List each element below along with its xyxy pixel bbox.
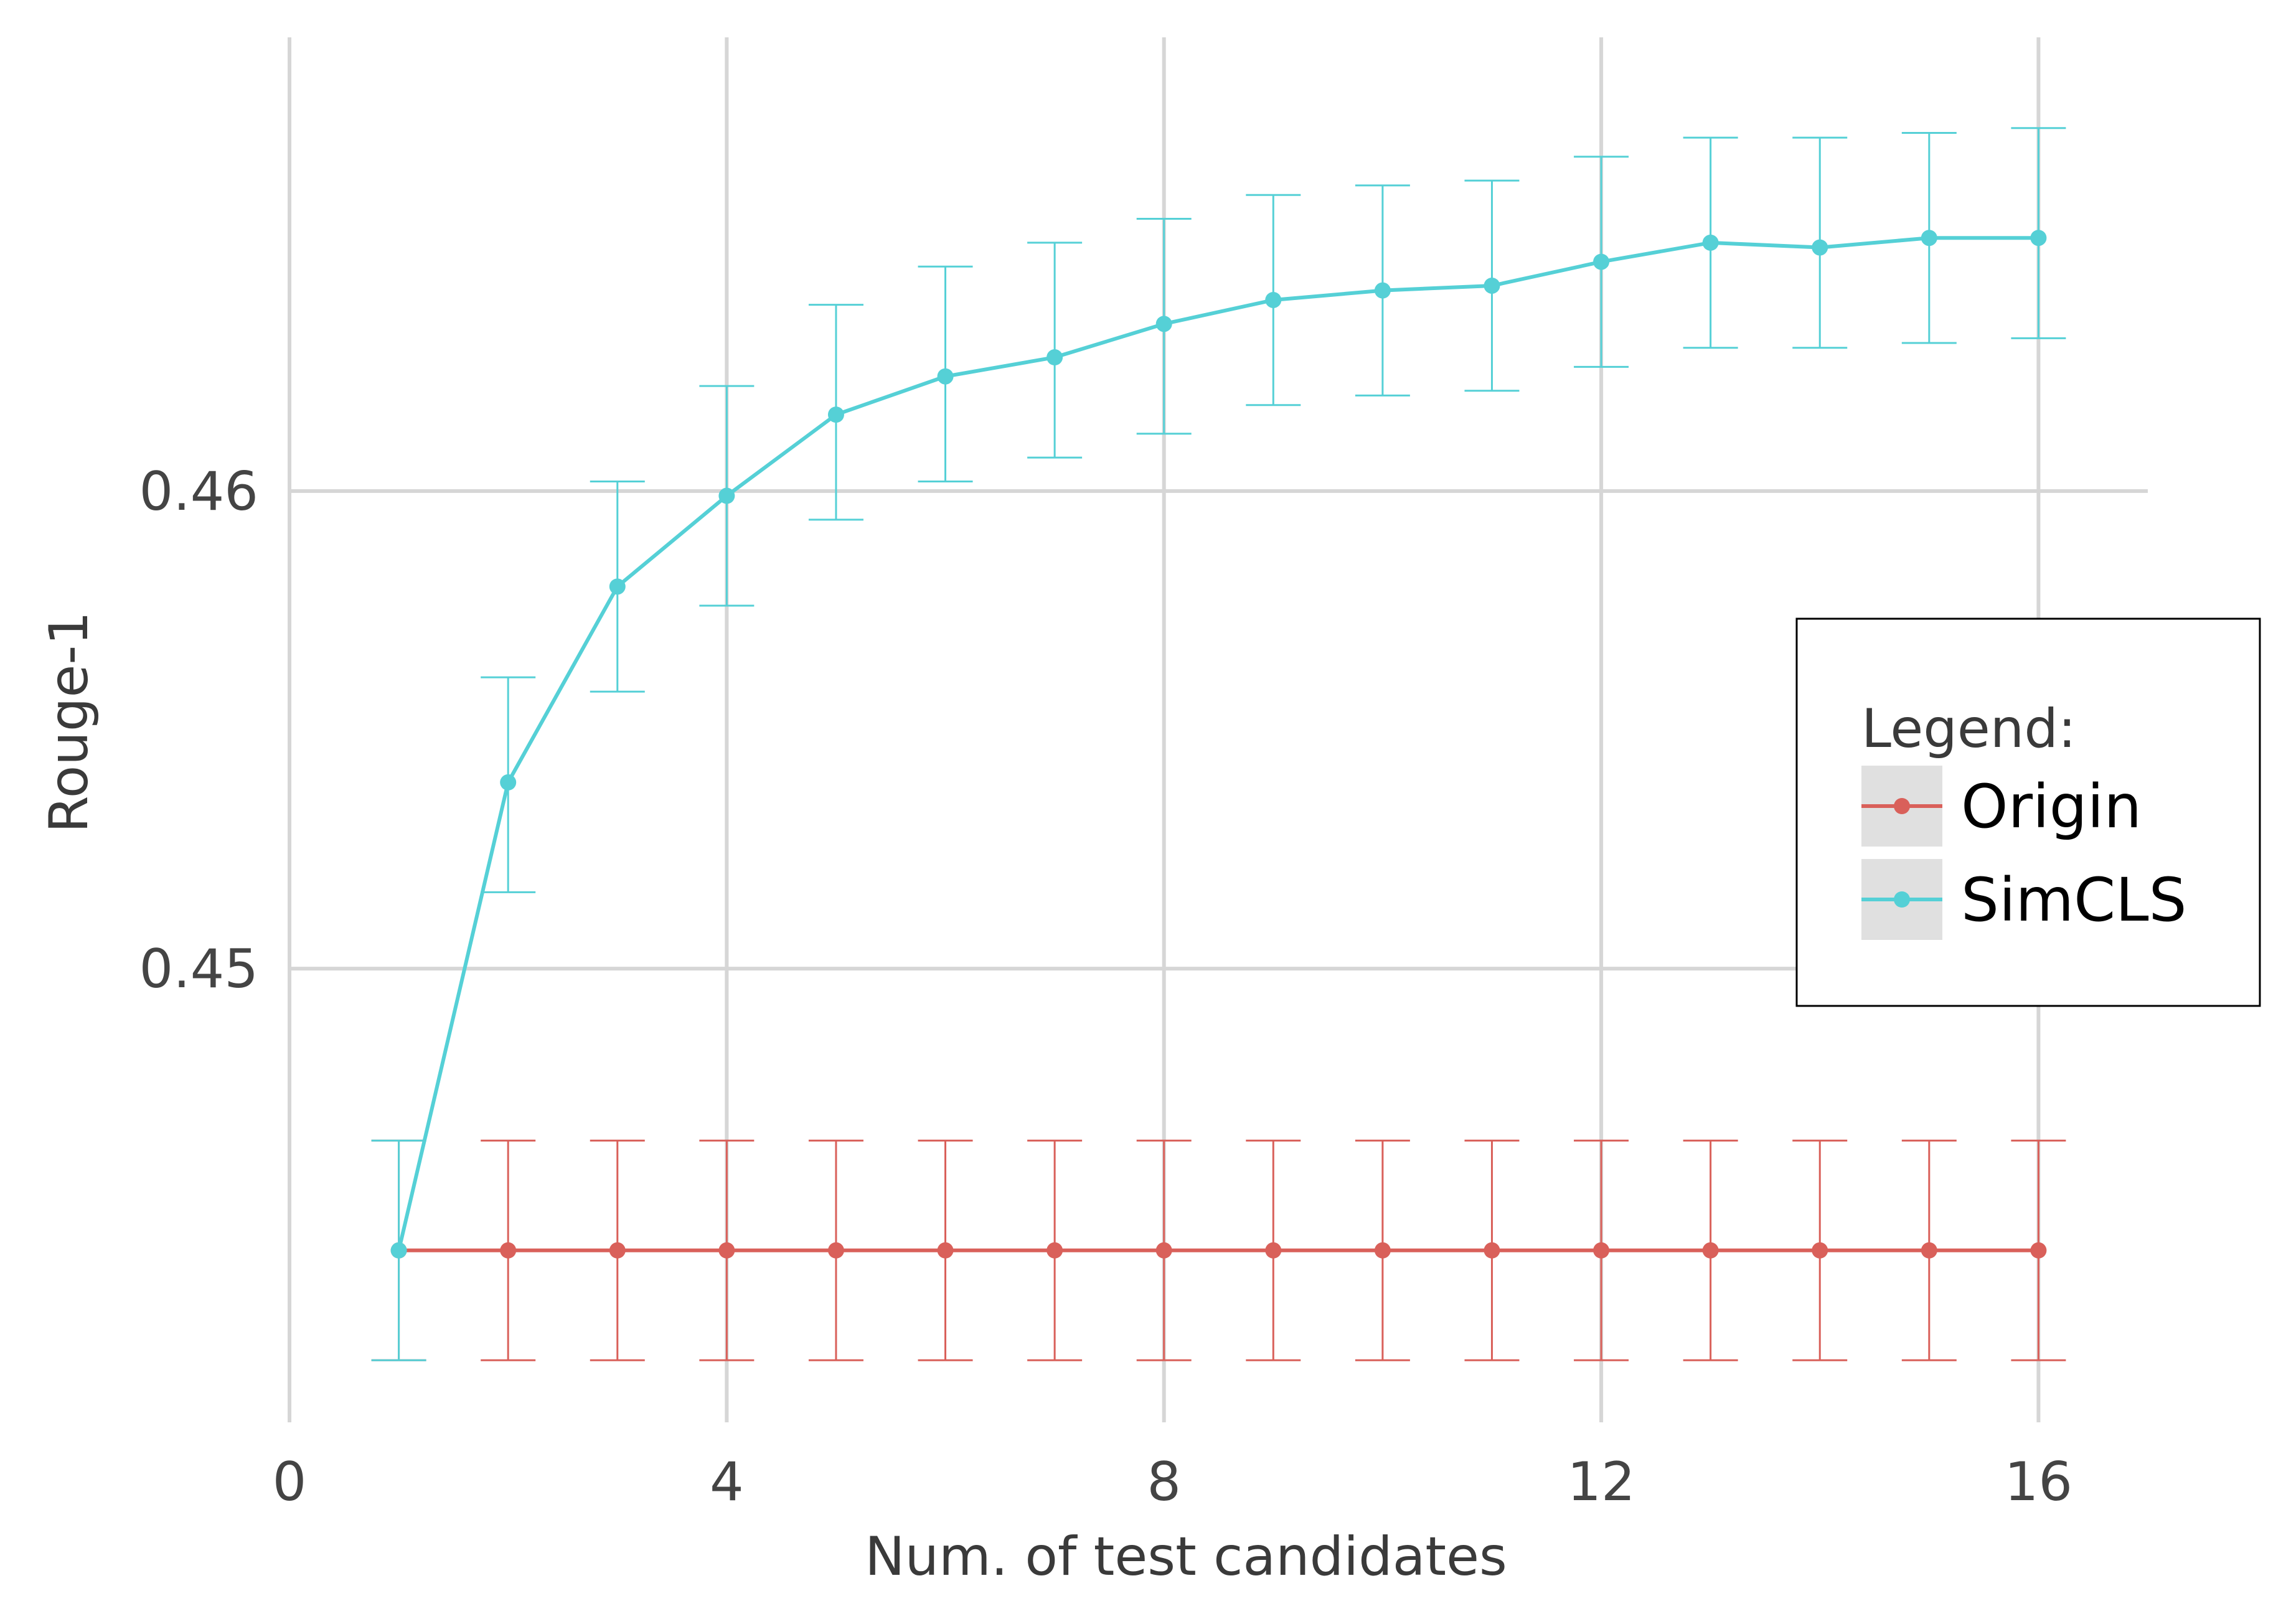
x-tick-label: 0: [273, 1451, 307, 1513]
data-point: [1374, 1242, 1391, 1259]
data-point: [937, 1242, 954, 1259]
legend-entry-origin: Origin: [1861, 766, 2142, 847]
data-point: [1265, 291, 1282, 308]
x-tick-label: 16: [2005, 1451, 2072, 1513]
data-point: [1921, 1242, 1937, 1259]
data-point: [1812, 239, 1828, 256]
data-point: [1921, 230, 1937, 246]
series-simcls: [371, 127, 2066, 1361]
data-point: [827, 406, 844, 423]
data-point: [1155, 1242, 1172, 1259]
data-point: [1374, 282, 1391, 299]
data-point: [1484, 277, 1500, 294]
data-point: [1047, 1242, 1063, 1259]
y-axis-title: Rouge-1: [38, 611, 100, 833]
legend-entries: Origin SimCLS: [1861, 766, 2187, 940]
data-point: [1047, 349, 1063, 366]
data-point: [1812, 1242, 1828, 1259]
data-point: [718, 1242, 735, 1259]
legend-key-point: [1894, 798, 1910, 814]
legend-label: SimCLS: [1961, 865, 2187, 935]
data-point: [2030, 1242, 2047, 1259]
x-tick-label: 12: [1567, 1451, 1635, 1513]
data-point: [718, 487, 735, 504]
data-point: [500, 1242, 517, 1259]
legend-box: [1795, 617, 2261, 1007]
tick-labels: 0 4 8 12 16 0.45 0.46: [139, 461, 2073, 1513]
data-point: [609, 578, 626, 595]
data-point: [1484, 1242, 1500, 1259]
x-tick-label: 8: [1147, 1451, 1181, 1513]
x-axis-title: Num. of test candidates: [865, 1526, 1507, 1588]
data-point: [1702, 234, 1719, 251]
data-point: [390, 1242, 407, 1259]
data-point: [1593, 1242, 1610, 1259]
y-tick-label: 0.45: [139, 938, 258, 1000]
data-point: [1702, 1242, 1719, 1259]
legend: Legend: Origin SimCLS: [1795, 617, 2261, 1007]
legend-label: Origin: [1961, 772, 2142, 842]
legend-entry-simcls: SimCLS: [1861, 859, 2187, 940]
x-tick-label: 4: [710, 1451, 744, 1513]
data-point: [500, 774, 517, 791]
data-point: [1593, 253, 1610, 270]
data-point: [1265, 1242, 1282, 1259]
data-point: [937, 368, 954, 385]
data-point: [827, 1242, 844, 1259]
legend-key-point: [1894, 891, 1910, 908]
data-point: [1155, 316, 1172, 332]
data-point: [2030, 230, 2047, 246]
legend-title: Legend:: [1861, 698, 2076, 760]
series-layer: [371, 127, 2066, 1361]
data-point: [609, 1242, 626, 1259]
series-line: [397, 236, 2039, 1251]
y-tick-label: 0.46: [139, 461, 258, 523]
